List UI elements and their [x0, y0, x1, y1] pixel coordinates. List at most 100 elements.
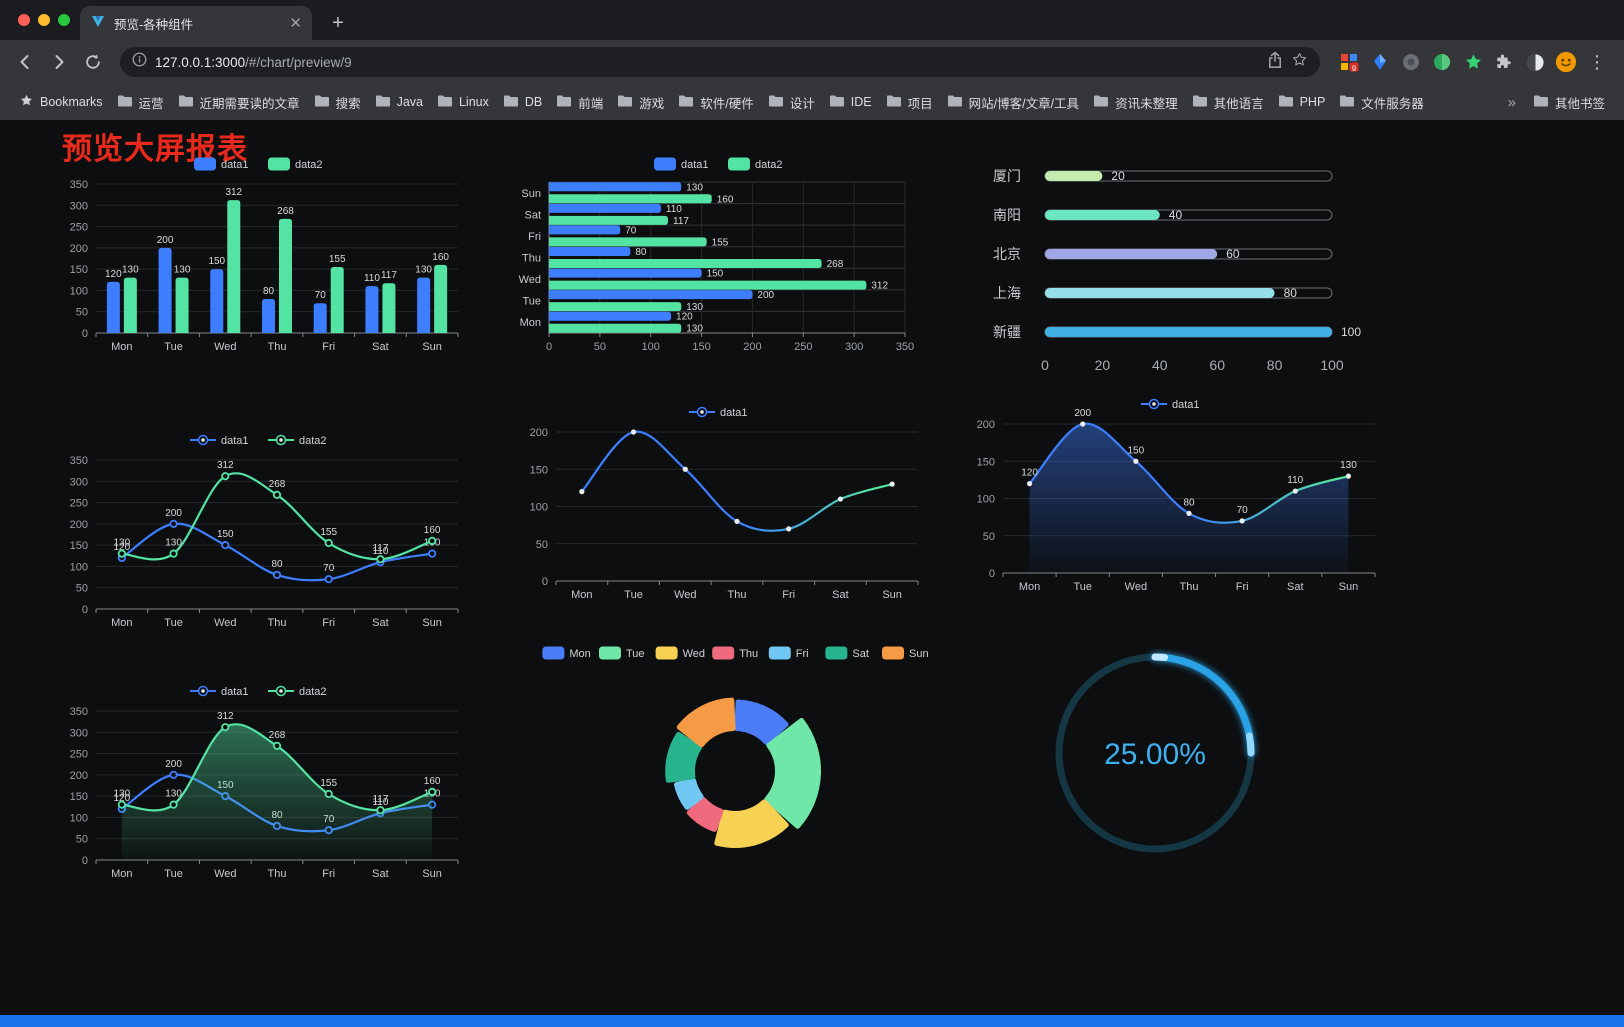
svg-text:80: 80	[1284, 286, 1298, 300]
reload-button[interactable]	[78, 47, 108, 77]
bookmark-folder-item[interactable]: 其他语言	[1185, 90, 1271, 115]
back-button[interactable]	[10, 47, 40, 77]
fullscreen-window-button[interactable]	[58, 14, 70, 26]
url-text[interactable]: 127.0.0.1:3000/#/chart/preview/9	[155, 55, 1259, 70]
svg-text:150: 150	[692, 341, 710, 353]
svg-text:155: 155	[320, 527, 337, 538]
star-icon	[19, 93, 34, 111]
bookmarks-overflow-chevron[interactable]: »	[1507, 93, 1516, 111]
page-title: 预览大屏报表	[62, 133, 248, 166]
svg-text:70: 70	[1237, 505, 1249, 516]
bookmark-folder-item[interactable]: 网站/博客/文章/工具	[940, 90, 1086, 115]
profile-avatar[interactable]	[1555, 51, 1577, 73]
svg-text:110: 110	[372, 797, 388, 808]
svg-text:130: 130	[122, 265, 139, 276]
svg-text:130: 130	[114, 538, 131, 549]
bookmarks-root[interactable]: Bookmarks	[12, 90, 110, 114]
chart-line-with-area[interactable]: data1 data2 0 50 100 150 200 250 300 350 Mon Tue Wed…	[30, 641, 490, 901]
chart-grouped-bar[interactable]: data1 data2 0 50 100 150 200 250 300 350 Mon Tue Wed…	[30, 150, 490, 390]
svg-text:160: 160	[432, 252, 449, 263]
svg-text:Mon: Mon	[111, 868, 132, 880]
chart-city-progress[interactable]: 厦门 20 南阳 40 北京 60 上海 80 新疆 100 0 20 40 60 80 100	[950, 150, 1394, 390]
bookmark-folder-item[interactable]: 近期需要读的文章	[171, 90, 307, 115]
chart-percent-gauge[interactable]: 25.00%	[950, 641, 1394, 901]
svg-text:Sat: Sat	[372, 341, 389, 353]
bookmark-folder-item[interactable]: IDE	[822, 91, 879, 114]
extensions-area: g ⋮	[1338, 51, 1608, 73]
bookmark-folder-item[interactable]: 游戏	[610, 90, 671, 115]
extension-pixel-icon[interactable]: g	[1338, 51, 1360, 73]
svg-text:Thu: Thu	[268, 617, 287, 629]
svg-text:50: 50	[76, 307, 88, 319]
svg-text:Tue: Tue	[522, 296, 541, 308]
svg-text:130: 130	[1340, 460, 1357, 471]
bookmark-folder-item[interactable]: 资讯未整理	[1086, 90, 1185, 115]
bookmark-folder-item[interactable]: Linux	[430, 91, 496, 114]
extension-kite-icon[interactable]	[1369, 51, 1391, 73]
bookmark-folder-label: PHP	[1299, 95, 1326, 109]
bookmark-folder-item[interactable]: 设计	[761, 90, 822, 115]
bookmark-folder-item[interactable]: 项目	[879, 90, 940, 115]
site-info-icon[interactable]	[132, 52, 147, 72]
other-bookmarks[interactable]: 其他书签	[1526, 90, 1612, 115]
extension-gray-circle-icon[interactable]	[1400, 51, 1422, 73]
new-tab-button[interactable]: +	[332, 11, 344, 34]
bookmarks-list: 运营 近期需要读的文章 搜索 Java Linux DB 前端 游戏 软件/硬件 设计 IDE 项目 网…	[110, 90, 1504, 115]
bookmark-folder-item[interactable]: 运营	[110, 90, 171, 115]
svg-text:268: 268	[269, 730, 286, 741]
bookmark-folder-item[interactable]: PHP	[1271, 91, 1333, 114]
svg-text:Wed: Wed	[214, 868, 236, 880]
svg-text:g: g	[1352, 63, 1356, 72]
svg-text:Sun: Sun	[909, 648, 929, 660]
svg-text:110: 110	[1287, 475, 1303, 486]
svg-text:150: 150	[707, 269, 724, 280]
svg-text:Wed: Wed	[674, 589, 696, 601]
svg-text:100: 100	[70, 285, 88, 297]
tab-close-icon[interactable]: ✕	[289, 14, 302, 32]
svg-text:60: 60	[1226, 247, 1240, 261]
chart-area-line[interactable]: data1 0 50 100 150 200 Mon Tue Wed Thu Fri Sat Sun 12…	[950, 390, 1394, 641]
bookmark-folder-label: 近期需要读的文章	[199, 96, 300, 111]
bookmark-folder-item[interactable]: 文件服务器	[1332, 90, 1431, 115]
chart-line-two-series[interactable]: data1 data2 0 50 100 150 200 250 300 350 Mon Tue Wed…	[30, 390, 490, 641]
bookmark-folder-item[interactable]: 前端	[549, 90, 610, 115]
minimize-window-button[interactable]	[38, 14, 50, 26]
address-bar[interactable]: 127.0.0.1:3000/#/chart/preview/9	[120, 47, 1320, 77]
browser-tab[interactable]: 预览-各种组件 ✕	[80, 6, 312, 40]
svg-text:250: 250	[70, 222, 88, 234]
svg-text:312: 312	[217, 460, 234, 471]
browser-menu-icon[interactable]: ⋮	[1588, 51, 1606, 72]
bookmark-folder-label: Java	[396, 95, 423, 109]
chart-horizontal-bar[interactable]: data1 data2 0 50 100 150 200 250 300 350 Mon 120 130…	[490, 150, 950, 390]
folder-icon	[886, 94, 902, 111]
svg-text:150: 150	[1128, 445, 1145, 456]
dark-reader-icon[interactable]	[1524, 51, 1546, 73]
extensions-puzzle-icon[interactable]	[1493, 51, 1515, 73]
svg-text:Wed: Wed	[519, 274, 541, 286]
svg-text:150: 150	[70, 540, 88, 552]
svg-text:200: 200	[70, 770, 88, 782]
chart-rose-donut[interactable]: Mon Tue Wed Thu Fri Sat Sun	[490, 641, 950, 901]
bookmark-folder-item[interactable]: DB	[496, 91, 549, 114]
svg-text:160: 160	[424, 525, 441, 536]
extension-green-star-icon[interactable]	[1462, 51, 1484, 73]
bookmark-folder-item[interactable]: 搜索	[307, 90, 368, 115]
bookmark-folder-label: 资讯未整理	[1115, 96, 1178, 111]
svg-text:Wed: Wed	[683, 648, 705, 660]
svg-text:268: 268	[269, 479, 286, 490]
toolbar: 127.0.0.1:3000/#/chart/preview/9 g	[0, 40, 1624, 84]
forward-button[interactable]	[44, 47, 74, 77]
bookmark-folder-label: 网站/博客/文章/工具	[968, 96, 1080, 111]
bookmark-folder-item[interactable]: 软件/硬件	[671, 90, 760, 115]
svg-text:117: 117	[372, 794, 388, 805]
chart-gradient-line[interactable]: data1 0 50 100 150 200 Mon Tue Wed Thu Fri Sat Sun	[490, 390, 950, 641]
folder-icon	[1093, 94, 1109, 111]
svg-text:268: 268	[277, 206, 294, 217]
bookmark-star-icon[interactable]	[1291, 51, 1308, 73]
close-window-button[interactable]	[18, 14, 30, 26]
bookmark-folder-item[interactable]: Java	[368, 91, 430, 114]
extension-green-circle-icon[interactable]	[1431, 51, 1453, 73]
share-icon[interactable]	[1267, 51, 1283, 74]
svg-text:350: 350	[896, 341, 914, 353]
